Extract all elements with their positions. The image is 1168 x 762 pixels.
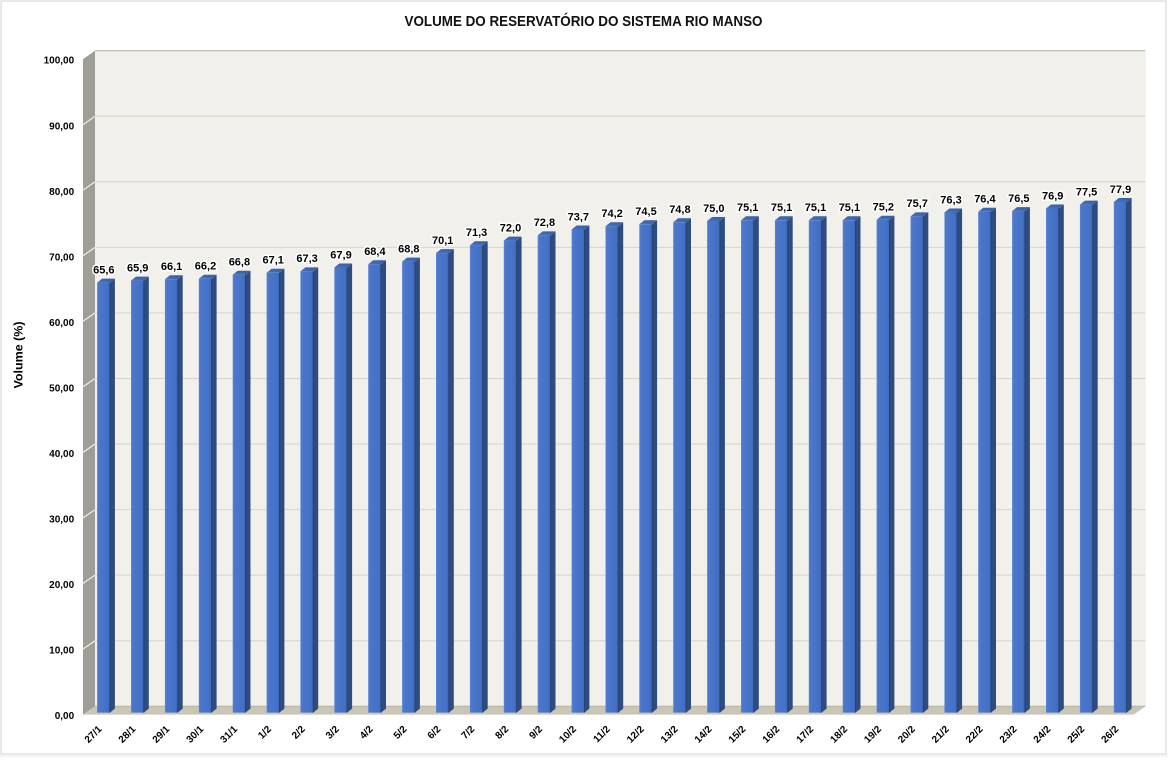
svg-text:72,0: 72,0 — [500, 222, 521, 234]
svg-text:67,9: 67,9 — [330, 249, 351, 261]
svg-text:30,00: 30,00 — [49, 515, 74, 526]
svg-text:60,00: 60,00 — [49, 318, 74, 329]
svg-text:75,0: 75,0 — [703, 203, 724, 215]
svg-text:76,4: 76,4 — [974, 194, 996, 206]
svg-text:0,00: 0,00 — [55, 711, 75, 722]
svg-text:65,6: 65,6 — [93, 264, 114, 276]
svg-text:75,2: 75,2 — [873, 202, 894, 214]
svg-text:70,1: 70,1 — [432, 235, 453, 247]
svg-text:75,7: 75,7 — [906, 198, 927, 210]
svg-text:65,9: 65,9 — [127, 262, 148, 274]
svg-text:76,9: 76,9 — [1042, 190, 1063, 202]
svg-text:10,00: 10,00 — [49, 646, 74, 657]
svg-text:66,1: 66,1 — [161, 261, 182, 273]
svg-text:76,5: 76,5 — [1008, 193, 1029, 205]
svg-text:100,00: 100,00 — [44, 56, 75, 67]
svg-text:73,7: 73,7 — [568, 211, 589, 223]
svg-text:66,2: 66,2 — [195, 261, 216, 273]
svg-text:75,1: 75,1 — [771, 202, 792, 214]
svg-text:74,5: 74,5 — [635, 206, 656, 218]
svg-text:67,1: 67,1 — [262, 255, 283, 267]
svg-text:80,00: 80,00 — [49, 187, 74, 198]
svg-text:76,3: 76,3 — [940, 194, 961, 206]
svg-text:71,3: 71,3 — [466, 227, 487, 239]
svg-text:Volume (%): Volume (%) — [11, 322, 25, 389]
svg-text:VOLUME DO RESERVATÓRIO DO SIST: VOLUME DO RESERVATÓRIO DO SISTEMA RIO MA… — [405, 12, 763, 30]
svg-text:74,8: 74,8 — [669, 204, 690, 216]
svg-text:68,8: 68,8 — [398, 243, 419, 255]
svg-text:77,5: 77,5 — [1076, 186, 1097, 198]
svg-text:74,2: 74,2 — [601, 208, 622, 220]
svg-text:90,00: 90,00 — [49, 121, 74, 132]
svg-text:70,00: 70,00 — [49, 252, 74, 263]
svg-text:50,00: 50,00 — [49, 384, 74, 395]
svg-text:75,1: 75,1 — [805, 202, 826, 214]
svg-text:20,00: 20,00 — [49, 580, 74, 591]
svg-text:72,8: 72,8 — [534, 217, 555, 229]
svg-text:77,9: 77,9 — [1110, 184, 1131, 196]
svg-text:66,8: 66,8 — [229, 257, 250, 269]
svg-text:68,4: 68,4 — [364, 246, 386, 258]
svg-text:67,3: 67,3 — [296, 253, 317, 265]
svg-text:75,1: 75,1 — [839, 202, 860, 214]
svg-text:75,1: 75,1 — [737, 202, 758, 214]
svg-text:40,00: 40,00 — [49, 449, 74, 460]
